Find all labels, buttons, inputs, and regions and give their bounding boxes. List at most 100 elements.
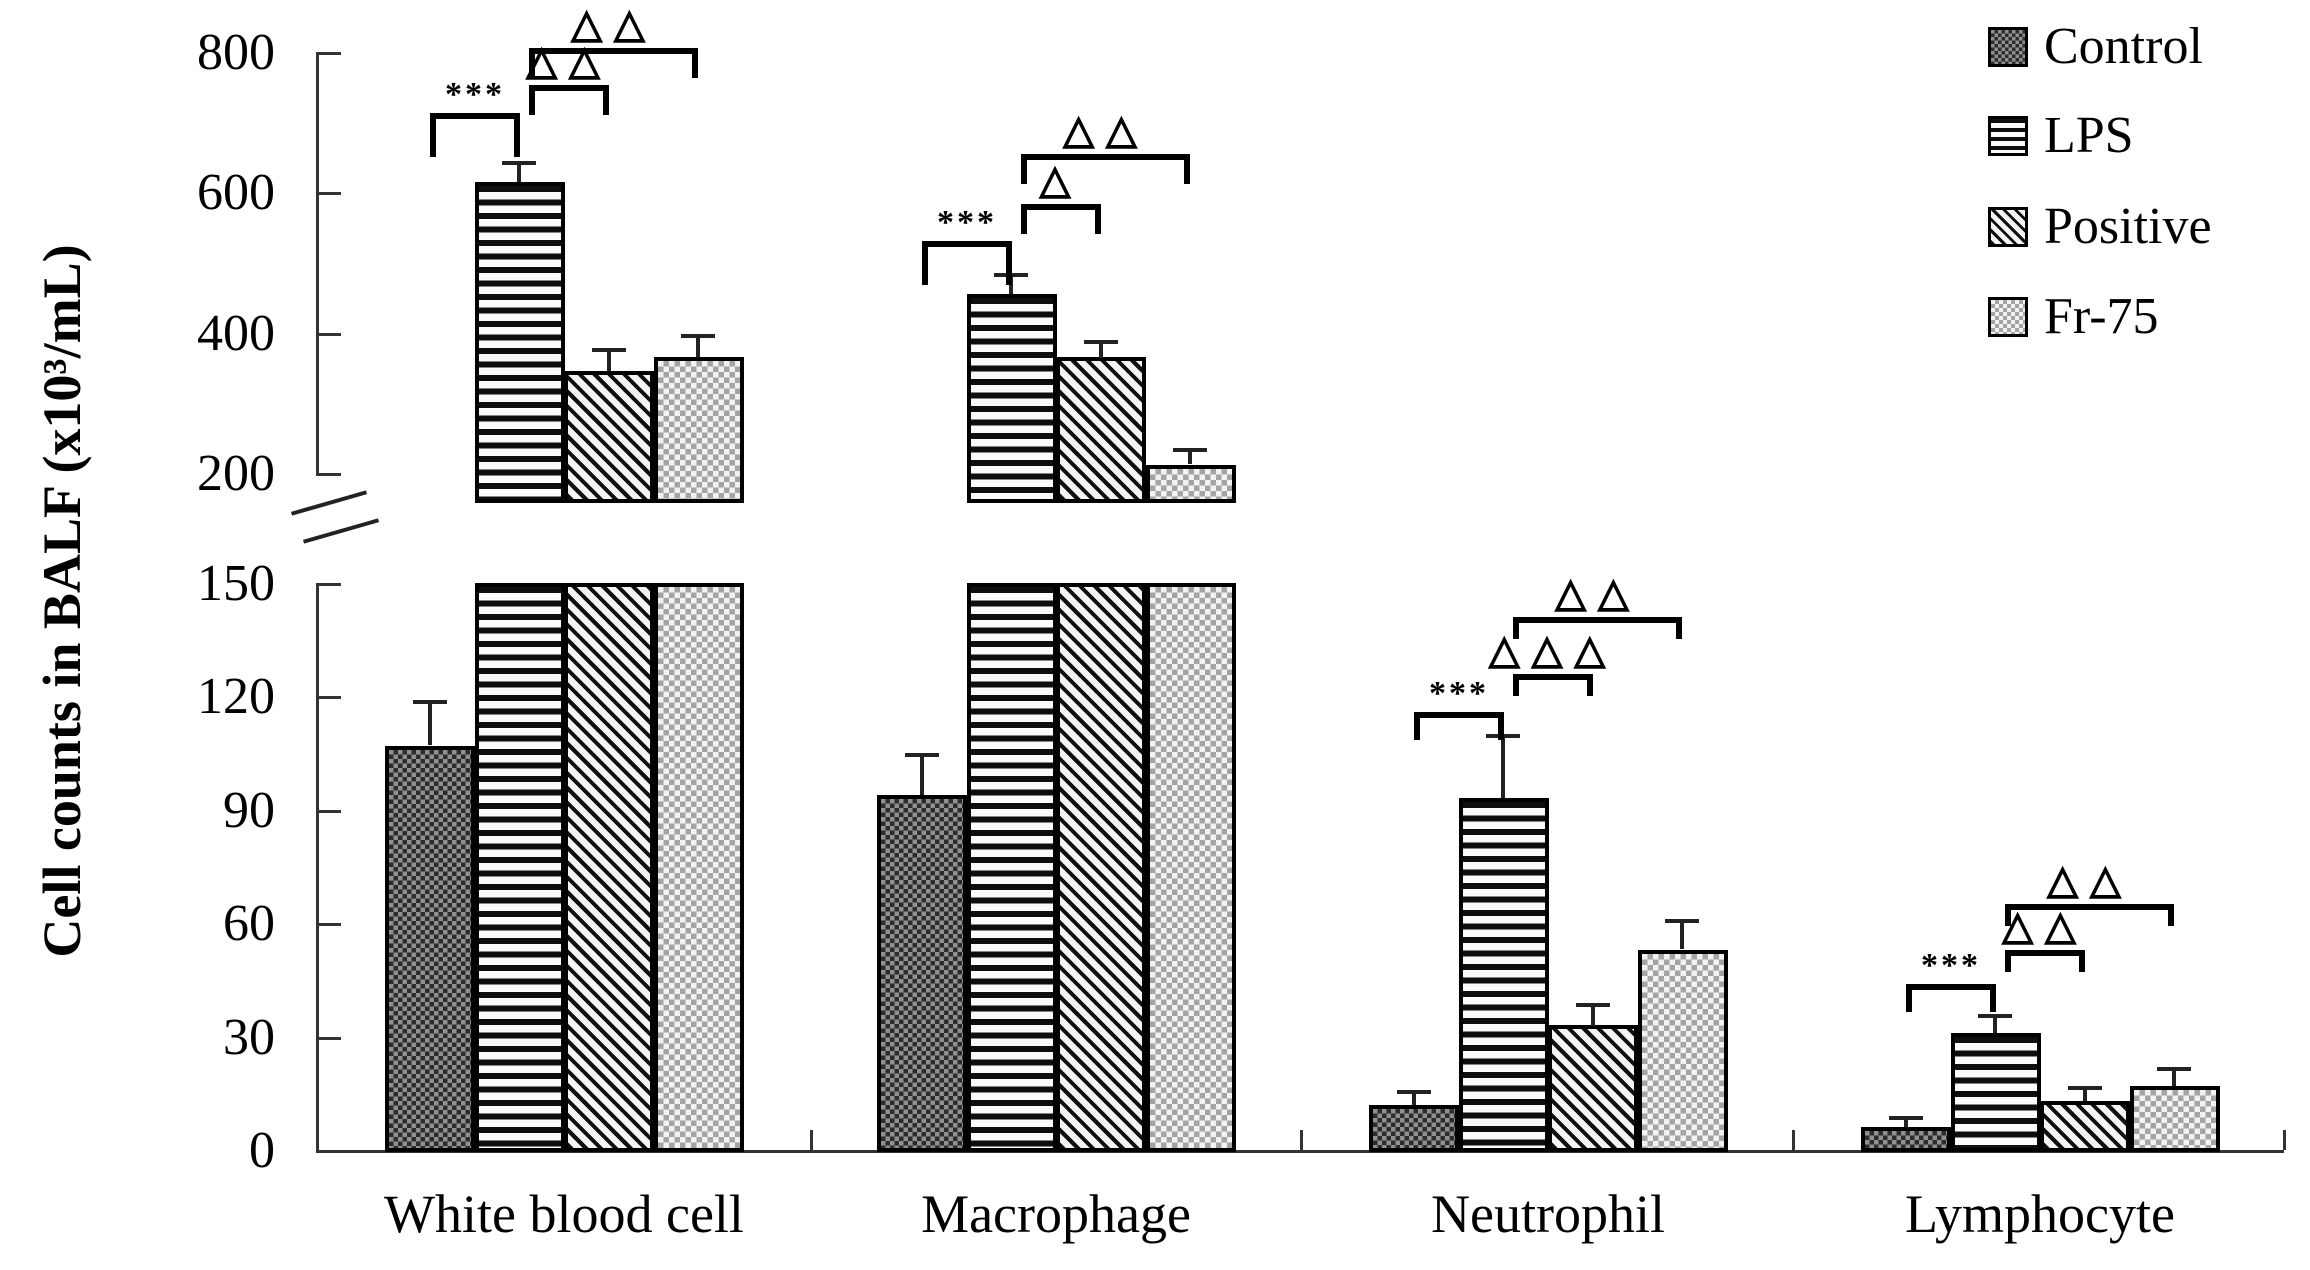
bar-control-2 — [1369, 1105, 1459, 1152]
y-tick — [319, 696, 341, 699]
bar-fr-75-3 — [2130, 1086, 2220, 1152]
y-axis-title: Cell counts in BALF (x10³/mL) — [32, 244, 92, 958]
bar-lps-0 — [475, 583, 565, 1152]
error-bar — [2083, 1086, 2087, 1101]
error-bar — [1501, 734, 1505, 798]
significance-label: △△ — [2046, 857, 2133, 903]
y-tick-label: 60 — [223, 895, 275, 952]
significance-label: △ — [1039, 157, 1083, 203]
y-tick — [319, 52, 341, 55]
bar-positive-2 — [1548, 1025, 1638, 1152]
y-tick-label: 90 — [223, 782, 275, 839]
significance-label: *** — [937, 204, 997, 241]
error-bar — [920, 753, 924, 795]
legend-label: Positive — [2044, 198, 2212, 255]
error-bar-cap — [1173, 448, 1207, 452]
error-bar-cap — [905, 753, 939, 757]
y-tick-label: 400 — [197, 305, 275, 362]
bar-top-fr-75-1 — [1146, 465, 1236, 503]
error-bar — [1412, 1090, 1416, 1105]
significance-bracket — [1021, 154, 1190, 184]
x-tick — [810, 1130, 813, 1150]
significance-bracket — [2005, 904, 2174, 926]
significance-bracket — [529, 85, 609, 115]
category-label: Lymphocyte — [1905, 1184, 2175, 1244]
error-bar-cap — [1978, 1014, 2012, 1018]
error-bar-cap — [2068, 1086, 2102, 1090]
x-tick — [1792, 1130, 1795, 1150]
error-bar-cap — [1397, 1090, 1431, 1094]
error-bar-cap — [413, 700, 447, 704]
error-bar-cap — [1084, 340, 1118, 344]
category-label: White blood cell — [384, 1184, 744, 1244]
bar-control-0 — [385, 746, 475, 1152]
bar-top-fr-75-0 — [654, 357, 744, 503]
error-bar — [1099, 340, 1103, 358]
bar-positive-3 — [2040, 1101, 2130, 1152]
bar-control-3 — [1861, 1127, 1951, 1152]
y-tick — [319, 333, 341, 336]
y-axis-bottom-segment — [316, 583, 319, 1153]
bar-control-1 — [877, 795, 967, 1152]
error-bar-cap — [681, 334, 715, 338]
category-label: Macrophage — [921, 1184, 1191, 1244]
error-bar-cap — [1576, 1003, 1610, 1007]
error-bar-cap — [1889, 1116, 1923, 1120]
significance-label: △△ — [525, 38, 612, 84]
y-tick-label: 200 — [197, 445, 275, 502]
significance-bracket — [1414, 712, 1504, 740]
axis-break-mark — [290, 490, 368, 516]
bar-lps-1 — [967, 583, 1057, 1152]
x-axis-line — [316, 1150, 2284, 1153]
significance-label: △△△ — [1488, 627, 1618, 673]
x-tick — [2283, 1130, 2286, 1150]
x-tick — [1300, 1130, 1303, 1150]
significance-bracket — [1021, 204, 1101, 234]
error-bar — [1680, 919, 1684, 949]
legend-label: Control — [2044, 18, 2203, 75]
error-bar — [428, 700, 432, 745]
error-bar-cap — [2157, 1067, 2191, 1071]
y-tick-label: 150 — [197, 555, 275, 612]
significance-bracket — [922, 241, 1012, 285]
error-bar — [696, 334, 700, 357]
y-tick — [319, 192, 341, 195]
y-tick — [319, 810, 341, 813]
y-tick-label: 30 — [223, 1009, 275, 1066]
significance-bracket — [1906, 984, 1996, 1012]
bar-positive-1 — [1056, 583, 1146, 1152]
significance-label: △△ — [570, 1, 657, 47]
error-bar-cap — [1665, 919, 1699, 923]
legend-swatch-positive-icon — [1988, 207, 2028, 247]
bar-top-positive-1 — [1056, 357, 1146, 503]
category-label: Neutrophil — [1431, 1184, 1665, 1244]
legend-swatch-control-icon — [1988, 27, 2028, 67]
error-bar — [607, 348, 611, 371]
y-tick-label: 0 — [249, 1122, 275, 1179]
y-tick — [319, 923, 341, 926]
significance-label: △△ — [1554, 570, 1641, 616]
significance-label: *** — [445, 76, 505, 113]
bar-fr-75-0 — [654, 583, 744, 1152]
legend-label: LPS — [2044, 107, 2134, 164]
bar-fr-75-2 — [1638, 950, 1728, 1152]
significance-bracket — [430, 113, 520, 157]
error-bar-cap — [502, 161, 536, 165]
legend-label: Fr-75 — [2044, 288, 2159, 345]
y-tick — [319, 1037, 341, 1040]
y-axis-top-segment — [316, 52, 319, 476]
y-tick-label: 600 — [197, 164, 275, 221]
bar-top-lps-1 — [967, 294, 1057, 503]
bar-lps-3 — [1951, 1033, 2041, 1152]
error-bar-cap — [592, 348, 626, 352]
significance-label: △△ — [2001, 903, 2088, 949]
bar-fr-75-1 — [1146, 583, 1236, 1152]
significance-bracket — [1513, 674, 1593, 696]
error-bar — [2172, 1067, 2176, 1086]
significance-label: △△ — [1062, 107, 1149, 153]
y-tick-label: 800 — [197, 24, 275, 81]
bar-top-lps-0 — [475, 182, 565, 503]
bar-top-positive-0 — [564, 371, 654, 503]
y-tick-label: 120 — [197, 668, 275, 725]
legend-swatch-fr-75-icon — [1988, 297, 2028, 337]
